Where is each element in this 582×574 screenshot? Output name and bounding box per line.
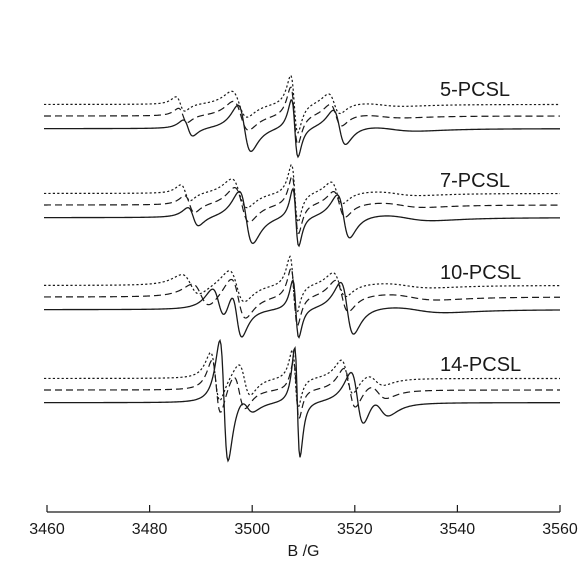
spectrum-10-pcsl-dotted — [44, 255, 561, 315]
spectra-curves — [44, 74, 561, 463]
spectrum-10-pcsl-dashed — [44, 266, 560, 326]
x-axis-title: B /G — [287, 543, 319, 560]
series-label-14-pcsl: 14-PCSL — [440, 354, 521, 376]
series-labels: 5-PCSL 7-PCSL 10-PCSL 14-PCSL — [440, 79, 521, 376]
x-tick-label: 3480 — [132, 521, 168, 538]
spectrum-5-pcsl-dotted — [44, 74, 561, 134]
spectrum-5-pcsl-dashed — [44, 86, 560, 146]
spectrum-7-pcsl-solid — [44, 187, 560, 248]
x-tick-label: 3500 — [234, 521, 270, 538]
spectrum-14-pcsl-dashed — [44, 359, 560, 421]
spectrum-7-pcsl-dashed — [44, 174, 560, 234]
spectrum-10-pcsl-solid — [44, 278, 560, 339]
x-tick-label: 3460 — [29, 521, 65, 538]
x-axis-ticks: 3460 3480 3500 3520 3540 3560 — [29, 505, 578, 538]
spectrum-5-pcsl-solid — [44, 99, 560, 159]
x-tick-label: 3520 — [337, 521, 373, 538]
series-label-5-pcsl: 5-PCSL — [440, 79, 510, 101]
spectrum-14-pcsl-dotted — [44, 348, 560, 409]
series-label-7-pcsl: 7-PCSL — [440, 170, 510, 192]
series-label-10-pcsl: 10-PCSL — [440, 262, 521, 284]
x-tick-label: 3560 — [542, 521, 578, 538]
x-tick-label: 3540 — [440, 521, 476, 538]
x-axis: 3460 3480 3500 3520 3540 3560 B /G — [29, 505, 578, 560]
spectrum-14-pcsl-solid — [44, 338, 560, 463]
